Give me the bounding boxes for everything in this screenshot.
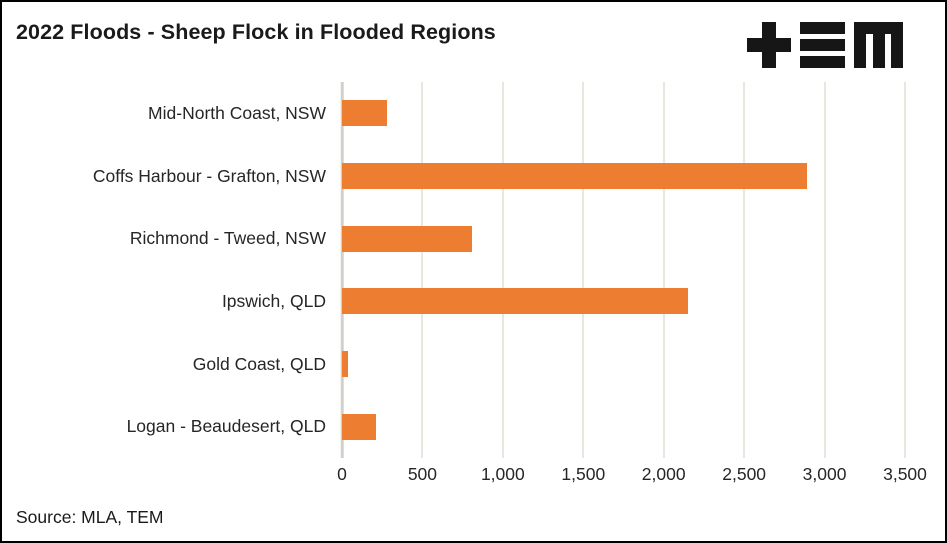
source-note: Source: MLA, TEM <box>16 507 164 527</box>
gridline <box>662 82 665 458</box>
tem-logo <box>747 22 903 68</box>
category-label: Logan - Beaudesert, QLD <box>126 416 326 437</box>
x-tick-label: 1,000 <box>480 464 525 484</box>
chart-row <box>342 145 905 208</box>
x-tick-label: 1,500 <box>561 464 606 484</box>
triple-bar-glyph-icon <box>800 22 845 68</box>
chart-row <box>342 270 905 333</box>
gridline <box>582 82 585 458</box>
gridline <box>501 82 504 458</box>
x-tick-label: 3,500 <box>883 464 927 484</box>
chart-row <box>342 395 905 458</box>
category-axis: Mid-North Coast, NSW Coffs Harbour - Graf… <box>2 82 342 458</box>
bar <box>342 225 473 252</box>
category-label: Mid-North Coast, NSW <box>148 102 326 123</box>
x-tick-label: 3,000 <box>802 464 847 484</box>
chart-row <box>342 82 905 145</box>
x-axis-labels: 0 500 1,000 1,500 2,000 2,500 3,000 3,500 <box>337 461 927 491</box>
bar <box>342 413 376 440</box>
category-label: Gold Coast, QLD <box>192 353 326 374</box>
category-label: Ipswich, QLD <box>221 290 326 311</box>
bar <box>342 163 807 189</box>
x-tick-label: 0 <box>337 464 347 484</box>
m-glyph-icon <box>854 22 903 68</box>
gridline <box>743 82 746 458</box>
category-label: Richmond - Tweed, NSW <box>129 228 326 249</box>
chart-header: 2022 Floods - Sheep Flock in Flooded Reg… <box>2 2 945 82</box>
category-label: Coffs Harbour - Grafton, NSW <box>92 165 326 186</box>
bar <box>342 351 349 378</box>
bar-chart: Mid-North Coast, NSW Coffs Harbour - Graf… <box>2 82 945 458</box>
x-axis: 0 500 1,000 1,500 2,000 2,500 3,000 3,500 <box>2 461 945 491</box>
bar <box>342 100 388 127</box>
x-tick-label: 500 <box>407 464 438 484</box>
plus-glyph-icon <box>747 22 791 68</box>
gridline <box>904 82 906 458</box>
x-tick-label: 2,000 <box>641 464 686 484</box>
x-tick-label: 2,500 <box>722 464 767 484</box>
axis-zero-line <box>340 82 344 458</box>
chart-row <box>342 333 905 396</box>
chart-row <box>342 207 905 270</box>
bar-series <box>342 82 905 458</box>
gridline <box>421 82 424 458</box>
chart-title: 2022 Floods - Sheep Flock in Flooded Reg… <box>16 20 496 44</box>
bar <box>342 288 688 315</box>
plot-area <box>340 82 906 458</box>
gridline <box>823 82 826 458</box>
